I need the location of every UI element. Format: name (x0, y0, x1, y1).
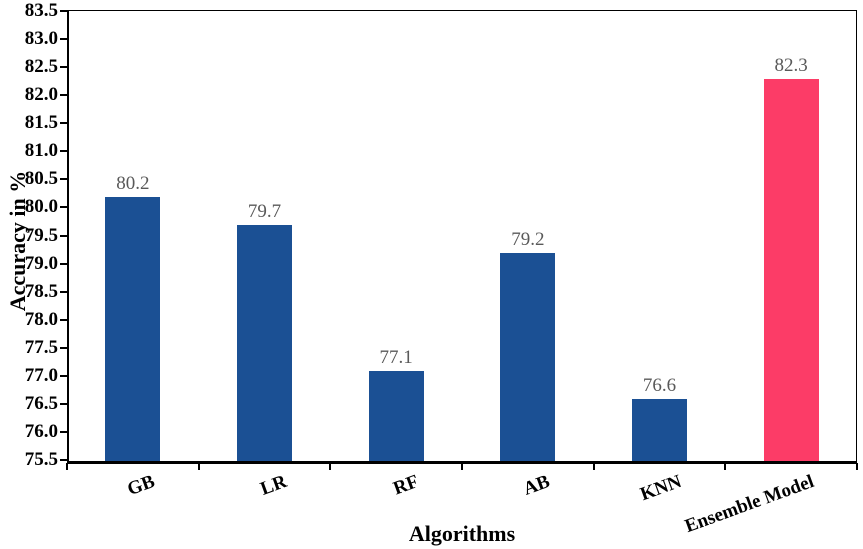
y-tick-label: 82.5 (24, 56, 58, 78)
x-category-label: KNN (637, 471, 685, 506)
y-tick-mark (60, 66, 67, 69)
y-tick-mark (60, 94, 67, 97)
y-tick-label: 77.5 (24, 336, 58, 358)
x-tick-mark (197, 463, 200, 470)
y-tick-mark (60, 290, 67, 293)
y-tick-label: 75.5 (24, 449, 58, 470)
x-tick-mark (856, 463, 858, 470)
y-tick-mark (60, 234, 67, 237)
y-tick-mark (60, 430, 67, 433)
bar-lr (237, 225, 292, 461)
x-category-label: LR (257, 471, 290, 500)
bar-ab (500, 253, 556, 461)
y-tick-mark (60, 459, 67, 461)
y-tick-mark (60, 178, 67, 181)
bar-value-label: 79.7 (247, 201, 282, 223)
y-tick-mark (60, 206, 67, 209)
bar-rf (368, 371, 424, 461)
bar-value-label: 82.3 (774, 55, 808, 77)
y-tick-mark (60, 150, 67, 153)
x-tick-mark (461, 463, 463, 470)
y-tick-mark (60, 122, 67, 125)
x-category-label: RF (390, 471, 422, 500)
x-category-label: AB (521, 471, 554, 500)
y-tick-mark (60, 402, 67, 405)
y-tick-label: 76.0 (24, 420, 58, 442)
y-tick-label: 82.0 (24, 84, 58, 106)
x-tick-mark (66, 463, 68, 470)
y-tick-label: 77.0 (24, 364, 58, 386)
y-tick-mark (60, 318, 67, 321)
bar-ensemble-model (763, 79, 819, 461)
x-category-label: GB (125, 471, 159, 501)
bar-value-label: 76.6 (642, 375, 677, 397)
y-tick-label: 80.0 (24, 196, 58, 218)
y-tick-label: 83.5 (24, 0, 58, 21)
x-tick-mark (592, 463, 595, 470)
y-tick-mark (60, 10, 67, 12)
y-tick-mark (60, 262, 67, 265)
x-tick-mark (329, 463, 332, 470)
y-tick-mark (60, 38, 67, 41)
bar-gb (105, 197, 161, 461)
y-tick-label: 80.5 (24, 168, 58, 190)
y-tick-label: 78.5 (24, 280, 58, 302)
bar-value-label: 79.2 (511, 229, 545, 251)
y-tick-label: 76.5 (24, 392, 58, 414)
y-tick-mark (60, 374, 67, 377)
y-tick-label: 79.5 (24, 224, 58, 246)
y-tick-label: 81.5 (24, 112, 58, 134)
bar-value-label: 80.2 (116, 173, 150, 195)
plot-area: 80.2 79.7 77.1 79.2 76.6 82.3 (67, 10, 857, 464)
y-tick-mark (60, 346, 67, 349)
y-tick-label: 81.0 (24, 140, 58, 162)
x-tick-mark (724, 463, 727, 470)
y-tick-label: 78.0 (24, 308, 58, 330)
bar-knn (632, 399, 687, 461)
bar-value-label: 77.1 (379, 347, 413, 369)
y-tick-label: 83.0 (24, 28, 58, 50)
x-axis-title: Algorithms (408, 521, 516, 546)
y-tick-label: 79.0 (24, 252, 58, 274)
